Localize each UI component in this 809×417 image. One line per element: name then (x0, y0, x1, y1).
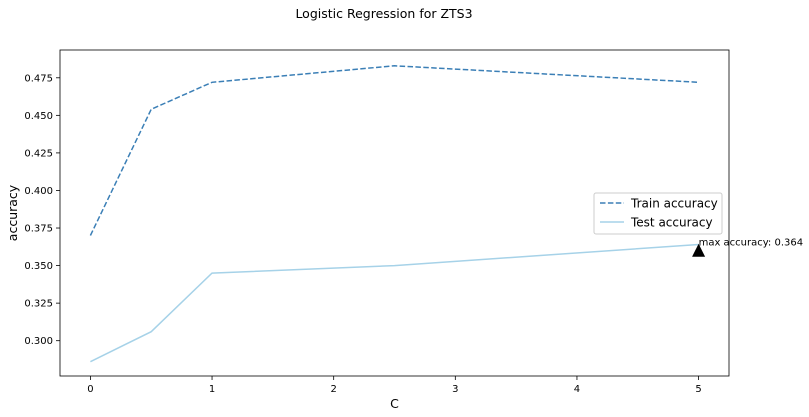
series-layer (89, 65, 699, 363)
y-tick-label: 0.300 (24, 336, 53, 347)
series-line-test (90, 243, 699, 363)
x-tick-label: 2 (330, 384, 336, 395)
x-tick-label: 4 (574, 384, 580, 395)
chart-title: Logistic Regression for ZTS3 (295, 6, 472, 21)
y-axis: 0.300 0.325 0.350 0.375 0.400 0.425 0.450 0.475 (24, 73, 60, 347)
legend-label-train: Train accuracy (630, 197, 718, 211)
x-axis: 0 1 2 3 4 5 (87, 376, 702, 395)
legend-frame (593, 192, 723, 235)
x-tick-label: 1 (209, 384, 215, 395)
y-axis-label: accuracy (5, 184, 20, 241)
y-tick-label: 0.475 (24, 73, 53, 84)
legend-label-test: Test accuracy (630, 216, 713, 230)
plot-area: max accuracy: 0.364 (59, 49, 803, 377)
y-tick-label: 0.450 (24, 111, 53, 122)
max-accuracy-marker (692, 243, 706, 257)
y-tick-label: 0.425 (24, 148, 53, 159)
x-tick-label: 0 (87, 384, 93, 395)
x-tick-label: 3 (452, 384, 458, 395)
series-line-train (89, 65, 699, 236)
y-tick-label: 0.350 (24, 261, 53, 272)
y-tick-label: 0.400 (24, 186, 53, 197)
y-tick-label: 0.325 (24, 299, 53, 310)
max-accuracy-annotation: max accuracy: 0.364 (699, 238, 804, 249)
y-tick-label: 0.375 (24, 224, 53, 235)
plot-frame (59, 49, 730, 377)
annotation-layer: max accuracy: 0.364 (692, 238, 803, 257)
legend: Train accuracy Test accuracy (593, 192, 723, 235)
x-tick-label: 5 (695, 384, 701, 395)
x-axis-label: C (390, 396, 399, 411)
